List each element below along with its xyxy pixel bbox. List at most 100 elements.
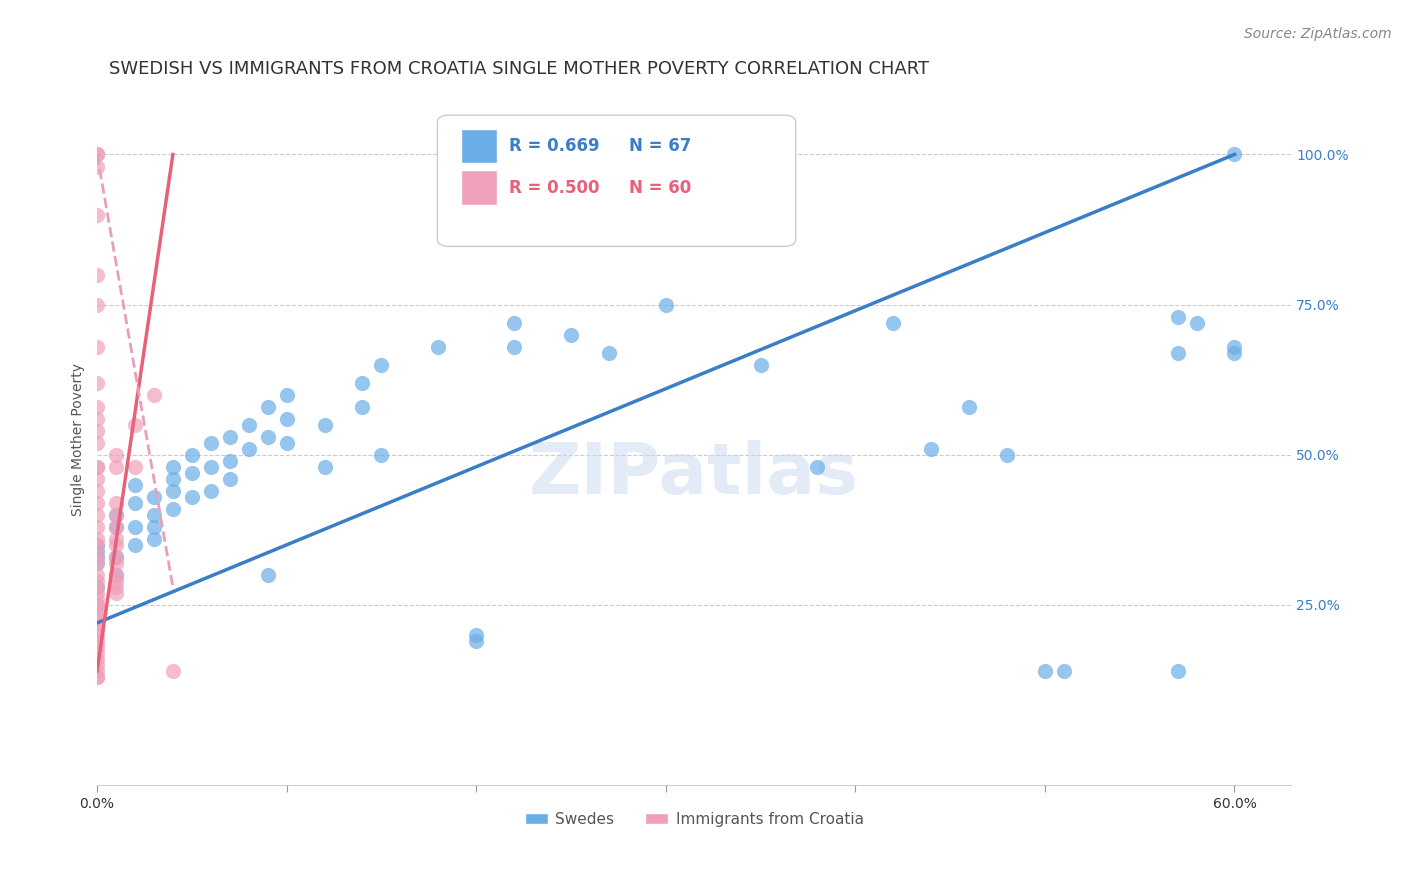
Point bbox=[1223, 340, 1246, 354]
Point bbox=[218, 472, 240, 486]
Point bbox=[882, 316, 904, 330]
Point bbox=[86, 556, 108, 570]
Point bbox=[1033, 664, 1056, 678]
FancyBboxPatch shape bbox=[437, 115, 796, 246]
Legend: Swedes, Immigrants from Croatia: Swedes, Immigrants from Croatia bbox=[519, 805, 870, 833]
Point bbox=[86, 400, 108, 414]
Point bbox=[86, 670, 108, 684]
Point bbox=[86, 598, 108, 612]
Bar bbox=[461, 129, 498, 163]
Text: ZIPatlas: ZIPatlas bbox=[529, 440, 859, 508]
Point bbox=[105, 580, 128, 594]
Point bbox=[86, 424, 108, 438]
Point bbox=[162, 664, 184, 678]
Point bbox=[1167, 345, 1189, 359]
Point bbox=[86, 670, 108, 684]
Point bbox=[162, 501, 184, 516]
Text: N = 60: N = 60 bbox=[628, 178, 690, 196]
Point bbox=[86, 574, 108, 588]
Point bbox=[1223, 345, 1246, 359]
Point bbox=[370, 358, 392, 372]
Point bbox=[124, 417, 146, 432]
Point bbox=[105, 586, 128, 600]
Point bbox=[200, 483, 222, 498]
Point bbox=[86, 435, 108, 450]
Point bbox=[86, 580, 108, 594]
Point bbox=[352, 376, 374, 390]
Point bbox=[465, 634, 488, 648]
Point bbox=[86, 147, 108, 161]
Point bbox=[86, 544, 108, 558]
Point bbox=[105, 549, 128, 564]
Point bbox=[124, 478, 146, 492]
Point bbox=[86, 657, 108, 672]
Point bbox=[86, 598, 108, 612]
Point bbox=[162, 459, 184, 474]
Point bbox=[200, 459, 222, 474]
Point bbox=[105, 556, 128, 570]
Point bbox=[256, 430, 278, 444]
Point bbox=[256, 400, 278, 414]
Point bbox=[180, 466, 202, 480]
Point bbox=[86, 298, 108, 312]
Point bbox=[86, 472, 108, 486]
Point bbox=[370, 448, 392, 462]
Text: Source: ZipAtlas.com: Source: ZipAtlas.com bbox=[1244, 27, 1392, 41]
Point bbox=[218, 454, 240, 468]
Point bbox=[162, 472, 184, 486]
Point bbox=[86, 604, 108, 618]
Point bbox=[86, 376, 108, 390]
Point bbox=[86, 483, 108, 498]
Point bbox=[105, 508, 128, 522]
Point bbox=[105, 496, 128, 510]
Point bbox=[105, 532, 128, 546]
Point bbox=[1223, 147, 1246, 161]
Point bbox=[105, 448, 128, 462]
Point bbox=[86, 538, 108, 552]
Point bbox=[86, 615, 108, 630]
Y-axis label: Single Mother Poverty: Single Mother Poverty bbox=[72, 363, 86, 516]
Point bbox=[1053, 664, 1076, 678]
Point bbox=[86, 549, 108, 564]
Text: SWEDISH VS IMMIGRANTS FROM CROATIA SINGLE MOTHER POVERTY CORRELATION CHART: SWEDISH VS IMMIGRANTS FROM CROATIA SINGL… bbox=[110, 60, 929, 78]
Point bbox=[465, 628, 488, 642]
Point bbox=[142, 532, 165, 546]
Point bbox=[105, 567, 128, 582]
Point bbox=[86, 664, 108, 678]
Point bbox=[86, 628, 108, 642]
Point bbox=[105, 574, 128, 588]
Point bbox=[1185, 316, 1208, 330]
Point bbox=[86, 208, 108, 222]
Point bbox=[105, 520, 128, 534]
Point bbox=[218, 430, 240, 444]
Point bbox=[86, 652, 108, 666]
Point bbox=[86, 160, 108, 174]
Point bbox=[86, 591, 108, 606]
Point bbox=[86, 567, 108, 582]
Point bbox=[86, 580, 108, 594]
Point bbox=[142, 520, 165, 534]
Point bbox=[1167, 664, 1189, 678]
Point bbox=[142, 388, 165, 402]
Point bbox=[124, 538, 146, 552]
Point bbox=[86, 610, 108, 624]
Point bbox=[276, 435, 298, 450]
Point bbox=[86, 532, 108, 546]
Point bbox=[238, 442, 260, 456]
Point bbox=[142, 490, 165, 504]
Point bbox=[86, 411, 108, 425]
Text: R = 0.500: R = 0.500 bbox=[509, 178, 599, 196]
Point bbox=[503, 340, 526, 354]
Point bbox=[124, 459, 146, 474]
Point bbox=[124, 520, 146, 534]
Point bbox=[238, 417, 260, 432]
Point bbox=[180, 448, 202, 462]
Point bbox=[86, 520, 108, 534]
Point bbox=[1167, 310, 1189, 324]
Point bbox=[957, 400, 980, 414]
Point bbox=[655, 298, 678, 312]
Point bbox=[86, 459, 108, 474]
Point bbox=[162, 483, 184, 498]
Point bbox=[105, 508, 128, 522]
Point bbox=[86, 634, 108, 648]
